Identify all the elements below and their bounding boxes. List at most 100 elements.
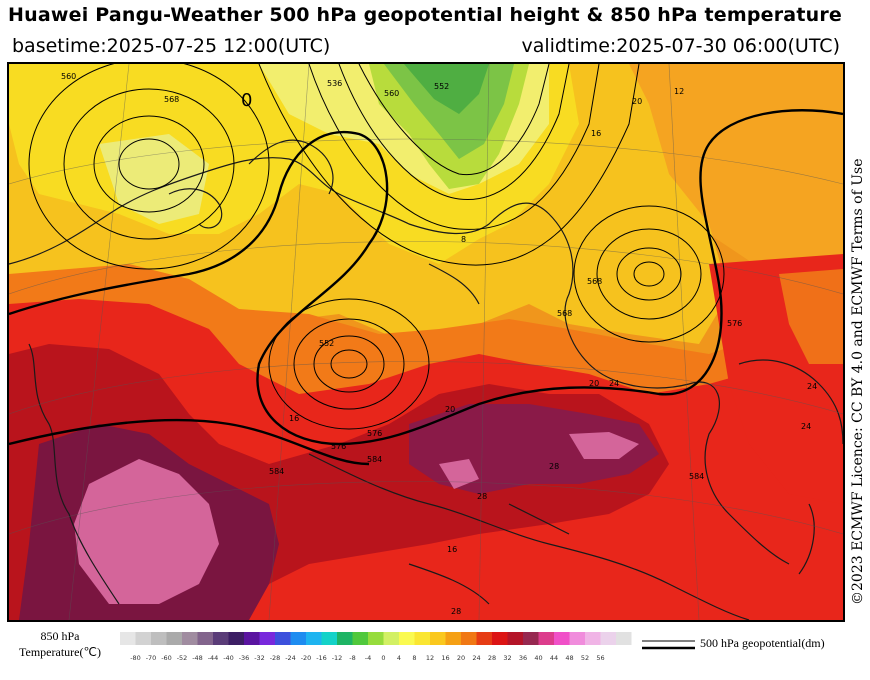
- colorbar-swatch: [244, 632, 260, 645]
- colorbar-tick-label: 52: [581, 654, 589, 662]
- colorbar-tick-label: -48: [192, 654, 203, 662]
- colorbar-swatch: [616, 632, 632, 645]
- geopotential-contours-bold: [9, 109, 843, 466]
- colorbar-tick-label: -80: [130, 654, 141, 662]
- legend-label: 500 hPa geopotential(dm): [700, 636, 825, 650]
- coastlines: [9, 139, 843, 620]
- temp-fill-pink-mid: [439, 459, 479, 489]
- colorbar-swatches: [120, 632, 632, 645]
- temperature-label: 20: [632, 97, 642, 106]
- colorbar-swatch: [259, 632, 275, 645]
- colorbar-tick-label: -36: [239, 654, 250, 662]
- colorbar-swatch: [414, 632, 430, 645]
- temperature-label: 16: [591, 129, 601, 138]
- colorbar-tick-label: -12: [332, 654, 343, 662]
- colorbar-tick-label: 4: [397, 654, 401, 662]
- colorbar-swatch: [182, 632, 198, 645]
- contour-labels: 568 552 536 560 576 584 576 568 568 584 …: [61, 72, 742, 481]
- colorbar-swatch: [228, 632, 244, 645]
- temperature-label: 28: [549, 462, 559, 471]
- temperature-label: 28: [477, 492, 487, 501]
- colorbar-tick-label: -28: [270, 654, 281, 662]
- temperature-label: 12: [674, 87, 684, 96]
- temp-fill-lightyellow-west: [99, 134, 209, 224]
- temperature-label: 24: [609, 379, 619, 388]
- colorbar-swatch: [197, 632, 213, 645]
- colorbar-swatch: [290, 632, 306, 645]
- weather-map[interactable]: 0 568 552 536 560 576 584 576 568 568 58…: [7, 62, 845, 622]
- temp-fill-orange-east: [779, 269, 843, 364]
- contour-label: 552: [319, 339, 334, 348]
- colorbar-tick-label: -40: [223, 654, 234, 662]
- temp-fill-green: [384, 64, 514, 159]
- colorbar-swatch: [213, 632, 229, 645]
- colorbar-tick-label: -44: [208, 654, 219, 662]
- colorbar-swatch: [600, 632, 616, 645]
- temperature-label: 8: [461, 235, 466, 244]
- colorbar-tick-label: 8: [412, 654, 416, 662]
- colorbar-tick-label: 24: [472, 654, 480, 662]
- colorbar-tick-label: -52: [177, 654, 188, 662]
- colorbar-swatch: [585, 632, 601, 645]
- colorbar-tick-label: -60: [161, 654, 172, 662]
- colorbar-tick-label: -20: [301, 654, 312, 662]
- contour-label: 568: [587, 277, 602, 286]
- temperature-label: 24: [807, 382, 817, 391]
- colorbar-swatch: [383, 632, 399, 645]
- temp-fill-darkgreen: [404, 64, 489, 114]
- colorbar-swatch: [352, 632, 368, 645]
- low-pressure-marker: 0: [241, 90, 252, 111]
- colorbar-swatch: [306, 632, 322, 645]
- temperature-label: 16: [447, 545, 457, 554]
- basetime-label: basetime:2025-07-25 12:00(UTC): [12, 35, 331, 57]
- contour-label: 560: [61, 72, 76, 81]
- colorbar-tick-label: 40: [534, 654, 542, 662]
- temperature-colorbar: -80 -70 -60 -52 -48 -44 -40 -36 -32 -28 -24 -20 -16-…: [120, 632, 632, 662]
- contour-label: 552: [434, 82, 449, 91]
- colorbar-swatch: [461, 632, 477, 645]
- temperature-labels: 20 24 28 16 20 24 28 16 20 8 16 12 24 28: [289, 87, 817, 616]
- colorbar-swatch: [492, 632, 508, 645]
- license-text: ©2023 ECMWF Licence: CC BY 4.0 and ECMWF…: [850, 158, 866, 606]
- colorbar-swatch: [538, 632, 554, 645]
- colorbar-tick-label: 44: [550, 654, 558, 662]
- colorbar-swatch: [275, 632, 291, 645]
- temperature-label: 20: [589, 379, 599, 388]
- colorbar-swatch: [476, 632, 492, 645]
- colorbar-tick-label: 56: [596, 654, 604, 662]
- colorbar-tick-label: 16: [441, 654, 449, 662]
- colorbar-ticks: -80 -70 -60 -52 -48 -44 -40 -36 -32 -28 -24 -20 -16-…: [130, 654, 604, 662]
- contour-label: 576: [367, 429, 382, 438]
- temperature-label: 28: [451, 607, 461, 616]
- chart-title: Huawei Pangu-Weather 500 hPa geopotentia…: [8, 4, 842, 26]
- colorbar-swatch: [399, 632, 415, 645]
- contour-label: 576: [727, 319, 742, 328]
- contour-label: 576: [331, 442, 346, 451]
- geopotential-contours: [28, 64, 725, 430]
- colorbar-swatch: [523, 632, 539, 645]
- colorbar-swatch: [166, 632, 182, 645]
- colorbar-tick-label: 32: [503, 654, 511, 662]
- colorbar-tick-label: -16: [316, 654, 327, 662]
- contour-label: 584: [269, 467, 284, 476]
- colorbar-tick-label: 12: [426, 654, 434, 662]
- temp-fill-pink-east: [569, 432, 639, 459]
- colorbar-swatch: [445, 632, 461, 645]
- colorbar-swatch: [135, 632, 151, 645]
- colorbar-tick-label: -24: [285, 654, 296, 662]
- colorbar-swatch: [151, 632, 167, 645]
- contour-label: 536: [327, 79, 342, 88]
- contour-label: 568: [164, 95, 179, 104]
- validtime-label: validtime:2025-07-30 06:00(UTC): [521, 35, 840, 57]
- graticule: [9, 64, 843, 620]
- colorbar-tick-label: 48: [565, 654, 573, 662]
- colorbar-tick-label: -70: [146, 654, 157, 662]
- colorbar-tick-label: -8: [349, 654, 355, 662]
- colorbar-tick-label: 20: [457, 654, 465, 662]
- colorbar-swatch: [337, 632, 353, 645]
- colorbar-tick-label: 36: [519, 654, 527, 662]
- colorbar-swatch: [120, 632, 136, 645]
- colorbar-tick-label: -4: [365, 654, 371, 662]
- contour-label: 568: [557, 309, 572, 318]
- temperature-label: 20: [445, 405, 455, 414]
